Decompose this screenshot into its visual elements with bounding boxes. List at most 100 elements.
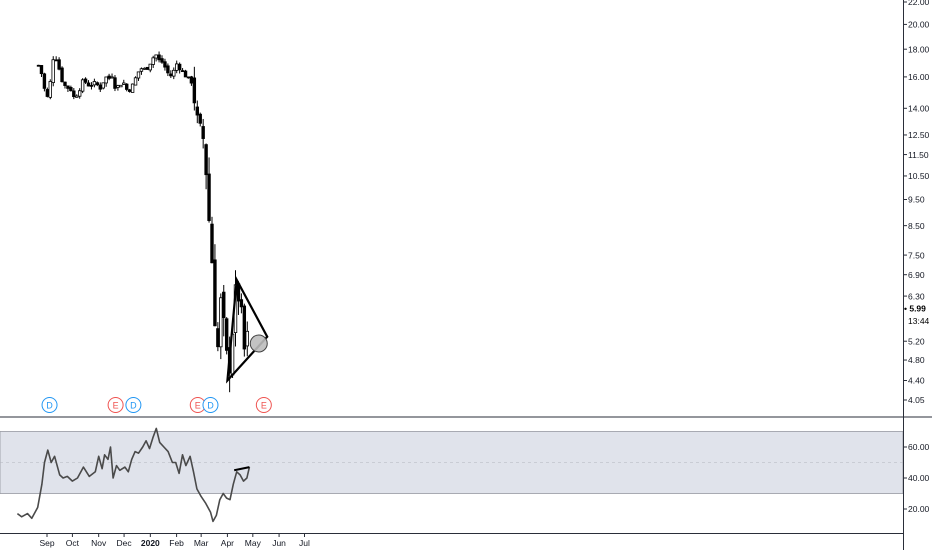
candle bbox=[80, 78, 85, 94]
candle bbox=[222, 284, 226, 337]
target-circle[interactable] bbox=[249, 334, 268, 353]
time-tick-label: Sep bbox=[39, 538, 54, 548]
candle bbox=[48, 79, 52, 100]
marker-label: D bbox=[207, 400, 214, 410]
oscillator-tick-label: 60.00 bbox=[908, 442, 930, 452]
candle bbox=[148, 63, 152, 73]
price-tick-label: 4.40 bbox=[908, 376, 925, 386]
candle bbox=[207, 157, 211, 223]
marker-label: E bbox=[195, 400, 201, 410]
candle bbox=[219, 293, 223, 360]
last-price-label: • 5.99 bbox=[904, 303, 926, 313]
candle bbox=[75, 94, 79, 98]
candle bbox=[83, 77, 88, 84]
candle bbox=[60, 66, 64, 83]
price-tick-label: 6.90 bbox=[908, 270, 925, 280]
price-tick-label: 18.00 bbox=[908, 44, 930, 54]
price-tick-label: 7.50 bbox=[908, 250, 925, 260]
candle bbox=[239, 293, 244, 314]
price-tick-label: 4.80 bbox=[908, 355, 925, 365]
candle bbox=[39, 65, 44, 77]
candle bbox=[160, 55, 164, 64]
candle bbox=[213, 244, 217, 327]
candle bbox=[122, 79, 126, 86]
price-tick-label: 8.50 bbox=[908, 221, 925, 231]
candle bbox=[95, 81, 100, 87]
price-tick-label: 6.30 bbox=[908, 291, 925, 301]
time-tick-label: Dec bbox=[117, 538, 133, 548]
candle bbox=[86, 80, 91, 87]
triangle-pattern-drawing[interactable] bbox=[226, 276, 269, 384]
candle bbox=[119, 84, 123, 88]
candle bbox=[172, 67, 176, 80]
price-tick-label: 11.50 bbox=[908, 150, 929, 160]
dividend-marker[interactable]: D bbox=[41, 397, 58, 413]
candle bbox=[57, 57, 61, 71]
candle bbox=[204, 143, 208, 190]
candle bbox=[104, 76, 108, 87]
oscillator-trendline[interactable] bbox=[233, 466, 250, 472]
candle bbox=[151, 55, 155, 68]
dividend-marker[interactable]: D bbox=[125, 397, 142, 413]
candle bbox=[136, 71, 141, 81]
candle bbox=[198, 112, 202, 127]
candle bbox=[36, 64, 41, 67]
candle bbox=[177, 62, 182, 74]
time-tick-label: Oct bbox=[66, 538, 80, 548]
candle bbox=[224, 317, 229, 355]
candle bbox=[242, 303, 247, 357]
marker-label: E bbox=[261, 400, 267, 410]
candle bbox=[245, 321, 249, 357]
time-tick-label: Mar bbox=[194, 538, 209, 548]
candle bbox=[89, 82, 94, 90]
candle bbox=[69, 85, 73, 92]
candle bbox=[139, 67, 144, 75]
candle bbox=[210, 216, 214, 264]
candle bbox=[163, 58, 167, 71]
candle bbox=[195, 100, 199, 124]
candle bbox=[192, 66, 197, 111]
countdown-label: 13:44 bbox=[908, 316, 930, 326]
time-tick-label: Jun bbox=[272, 538, 286, 548]
oscillator-tick-label: 40.00 bbox=[908, 473, 930, 483]
candle bbox=[201, 118, 205, 149]
price-tick-label: 10.50 bbox=[908, 171, 930, 181]
candle bbox=[51, 56, 55, 87]
candle bbox=[77, 88, 82, 99]
candle bbox=[157, 51, 161, 63]
marker-label: D bbox=[46, 400, 53, 410]
candle bbox=[145, 66, 150, 70]
dividend-marker[interactable]: D bbox=[202, 397, 219, 413]
candle bbox=[72, 88, 76, 100]
candle bbox=[183, 69, 188, 78]
price-tick-label: 14.00 bbox=[908, 103, 930, 113]
candle bbox=[113, 75, 117, 92]
candle bbox=[63, 81, 67, 89]
candle bbox=[42, 72, 47, 92]
time-tick-label: Nov bbox=[91, 538, 107, 548]
candle bbox=[101, 82, 105, 90]
candle bbox=[133, 76, 138, 86]
price-tick-label: 20.00 bbox=[908, 20, 930, 30]
price-tick-label: 12.50 bbox=[908, 130, 930, 140]
time-tick-label: 2020 bbox=[141, 538, 160, 548]
earnings-marker[interactable]: E bbox=[255, 397, 272, 413]
time-tick-label: Apr bbox=[221, 538, 234, 548]
candle bbox=[166, 63, 170, 77]
candle bbox=[125, 83, 129, 92]
marker-label: E bbox=[113, 400, 119, 410]
price-tick-label: 9.50 bbox=[908, 195, 925, 205]
price-tick-label: 4.05 bbox=[908, 395, 925, 405]
price-tick-label: 5.20 bbox=[908, 336, 925, 346]
time-tick-label: Jul bbox=[299, 538, 310, 548]
earnings-marker[interactable]: E bbox=[107, 397, 124, 413]
time-tick-label: Feb bbox=[169, 538, 184, 548]
oscillator-tick-label: 20.00 bbox=[908, 504, 930, 514]
time-tick-label: May bbox=[245, 538, 262, 548]
price-tick-label: 22.00 bbox=[908, 0, 930, 7]
price-tick-label: 16.00 bbox=[908, 72, 930, 82]
marker-label: D bbox=[130, 400, 137, 410]
candle bbox=[130, 83, 135, 93]
